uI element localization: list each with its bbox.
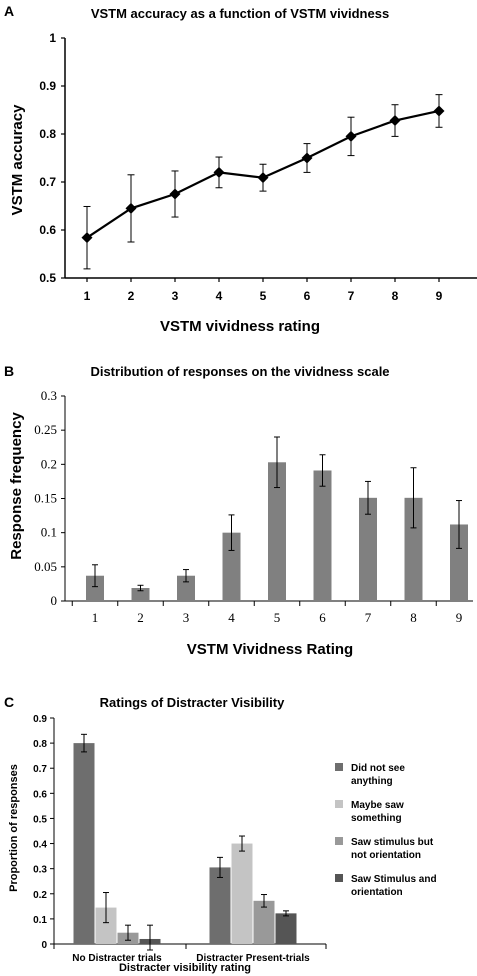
panel-b-bar <box>313 470 332 601</box>
panel-b-bar <box>404 497 423 601</box>
panel-b-x-tick-label: 4 <box>228 610 235 625</box>
panel-c-legend-swatch <box>335 800 343 808</box>
panel-b-bar <box>177 575 195 601</box>
panel-c-x-tick-label: Distracter Present-trials <box>196 953 310 964</box>
panel-a: A VSTM accuracy as a function of VSTM vi… <box>4 3 477 335</box>
panel-a-data-point <box>433 105 445 117</box>
panel-c-y-tick-label: 0.1 <box>33 915 47 926</box>
panel-a-x-tick-label: 2 <box>128 289 135 303</box>
panel-b-x-tick-label: 1 <box>92 610 99 625</box>
panel-c-y-tick-label: 0.2 <box>33 890 47 901</box>
panel-c-letter: C <box>4 694 14 710</box>
panel-a-title: VSTM accuracy as a function of VSTM vivi… <box>91 6 389 21</box>
panel-b-bar <box>222 532 241 601</box>
panel-b-y-tick-label: 0.1 <box>41 525 57 540</box>
panel-c: C Ratings of Distracter Visibility Propo… <box>4 694 437 974</box>
panel-b-bar <box>450 524 468 601</box>
panel-a-y-tick-label: 0.8 <box>39 127 56 141</box>
panel-a-x-tick-label: 9 <box>436 289 443 303</box>
panel-a-x-tick-label: 4 <box>216 289 223 303</box>
panel-a-data-point <box>81 232 93 244</box>
panel-c-legend-label: Saw Stimulus and <box>351 874 437 885</box>
panel-a-x-tick-label: 6 <box>304 289 311 303</box>
panel-c-x-axis-label: Distracter visibility rating <box>119 962 251 974</box>
panel-a-x-tick-label: 5 <box>260 289 267 303</box>
panel-b-x-axis-label: VSTM Vividness Rating <box>187 641 353 658</box>
panel-c-y-tick-label: 0.6 <box>33 789 47 800</box>
panel-b-y-tick-label: 0 <box>51 593 58 608</box>
panel-c-y-tick-label: 0.8 <box>33 739 47 750</box>
panel-b-x-tick-label: 6 <box>319 610 326 625</box>
panel-a-x-tick-label: 3 <box>172 289 179 303</box>
panel-a-data-point <box>213 166 225 178</box>
panel-b-y-tick-label: 0.2 <box>41 456 57 471</box>
panel-c-y-tick-label: 0.4 <box>33 840 47 851</box>
panel-c-y-tick-label: 0.7 <box>33 764 47 775</box>
panel-b-y-tick-label: 0.25 <box>34 422 57 437</box>
panel-c-legend-swatch <box>335 837 343 845</box>
panel-c-bar <box>95 907 117 944</box>
panel-a-data-point <box>345 130 357 142</box>
panel-b-title: Distribution of responses on the vividne… <box>90 364 389 379</box>
panel-b: B Distribution of responses on the vivid… <box>4 363 473 658</box>
panel-a-y-tick-label: 0.7 <box>39 175 56 189</box>
panel-b-y-tick-label: 0.3 <box>41 388 57 403</box>
panel-a-y-tick-label: 0.5 <box>39 271 56 285</box>
panel-c-legend-label: anything <box>351 776 393 787</box>
panel-a-y-tick-label: 0.6 <box>39 223 56 237</box>
panel-c-legend-label: something <box>351 813 402 824</box>
panel-a-x-tick-label: 7 <box>348 289 355 303</box>
panel-b-x-tick-label: 2 <box>137 610 144 625</box>
panel-b-bar <box>268 462 286 601</box>
panel-c-legend-swatch <box>335 763 343 771</box>
panel-b-bar <box>359 497 377 601</box>
panel-a-letter: A <box>4 3 14 19</box>
panel-c-bar <box>209 867 231 944</box>
panel-b-x-tick-label: 3 <box>183 610 190 625</box>
panel-b-x-tick-label: 8 <box>410 610 417 625</box>
panel-b-y-tick-label: 0.15 <box>34 491 57 506</box>
panel-a-data-point <box>389 115 401 127</box>
panel-c-y-axis-label: Proportion of responses <box>8 764 20 892</box>
panel-c-legend-label: Did not see <box>351 763 405 774</box>
panel-c-bar <box>231 843 253 944</box>
panel-c-y-tick-label: 0 <box>41 940 47 951</box>
panel-a-x-tick-label: 1 <box>84 289 91 303</box>
panel-c-legend-label: Saw stimulus but <box>351 837 434 848</box>
panel-b-x-tick-label: 5 <box>274 610 281 625</box>
panel-c-legend-label: not orientation <box>351 850 421 861</box>
panel-b-bar <box>131 588 150 601</box>
panel-c-legend: Did not see anything Maybe saw something Saw… <box>335 763 437 898</box>
panel-a-data-point <box>301 152 313 164</box>
panel-c-legend-swatch <box>335 874 343 882</box>
panel-c-y-tick-label: 0.9 <box>33 714 47 725</box>
panel-c-x-tick-label: No Distracter trials <box>72 953 162 964</box>
panel-a-data-point <box>257 172 269 184</box>
panel-a-data-point <box>169 188 181 200</box>
panel-b-bar <box>86 575 104 601</box>
panel-c-bar <box>275 913 297 944</box>
panel-a-y-tick-label: 0.9 <box>39 79 56 93</box>
panel-c-legend-label: orientation <box>351 887 403 898</box>
panel-b-y-axis-label: Response frequency <box>8 412 25 560</box>
panel-a-data-point <box>125 202 137 214</box>
panel-c-y-tick-label: 0.3 <box>33 865 47 876</box>
panel-a-y-axis-label: VSTM accuracy <box>9 104 26 216</box>
panel-b-x-tick-label: 9 <box>456 610 463 625</box>
panel-c-y-tick-label: 0.5 <box>33 814 47 825</box>
panel-a-x-axis-label: VSTM vividness rating <box>160 318 320 335</box>
panel-b-x-tick-label: 7 <box>365 610 372 625</box>
panel-c-bar <box>253 900 275 944</box>
panel-a-x-tick-label: 8 <box>392 289 399 303</box>
panel-b-letter: B <box>4 363 14 379</box>
panel-a-y-tick-label: 1 <box>49 31 56 45</box>
panel-c-bar <box>73 743 95 944</box>
panel-b-y-tick-label: 0.05 <box>34 559 57 574</box>
panel-c-legend-label: Maybe saw <box>351 800 404 811</box>
panel-c-title: Ratings of Distracter Visibility <box>100 695 285 710</box>
